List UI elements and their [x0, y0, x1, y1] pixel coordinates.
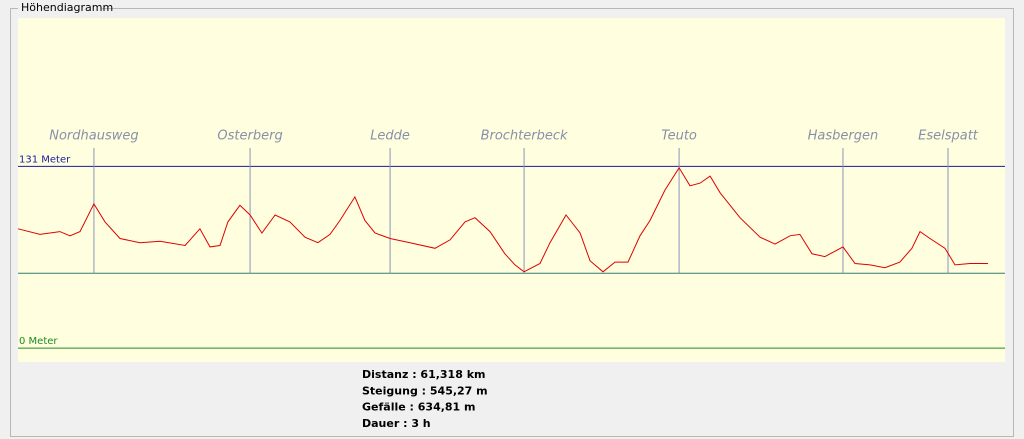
group-title: Höhendiagramm: [21, 1, 113, 14]
y-tick-label: 131 Meter: [19, 154, 71, 165]
stat-line: Gefälle : 634,81 m: [362, 401, 476, 414]
group-box: [10, 8, 1014, 437]
waypoint-label: Eselspatt: [918, 129, 979, 144]
stat-line: Distanz : 61,318 km: [362, 368, 485, 381]
waypoint-label: Osterberg: [217, 129, 282, 144]
elevation-line: [17, 166, 988, 273]
stat-line: Steigung : 545,27 m: [362, 384, 488, 397]
stat-line: Dauer : 3 h: [362, 417, 431, 430]
chart: 131 Meter 0 Meter Nordhausweg Osterberg Ledd…: [17, 129, 1005, 349]
waypoint-label: Nordhausweg: [49, 129, 138, 144]
y-tick-label: 0 Meter: [19, 336, 58, 347]
waypoint-label: Hasbergen: [808, 129, 879, 144]
waypoint-label: Ledde: [370, 129, 410, 144]
plot-area: [18, 18, 1005, 362]
waypoint-label: Teuto: [661, 129, 697, 144]
group-title-bg: [18, 2, 102, 14]
waypoint-label: Brochterbeck: [481, 129, 568, 144]
stats: Distanz : 61,318 km Steigung : 545,27 m Ge…: [362, 368, 488, 430]
